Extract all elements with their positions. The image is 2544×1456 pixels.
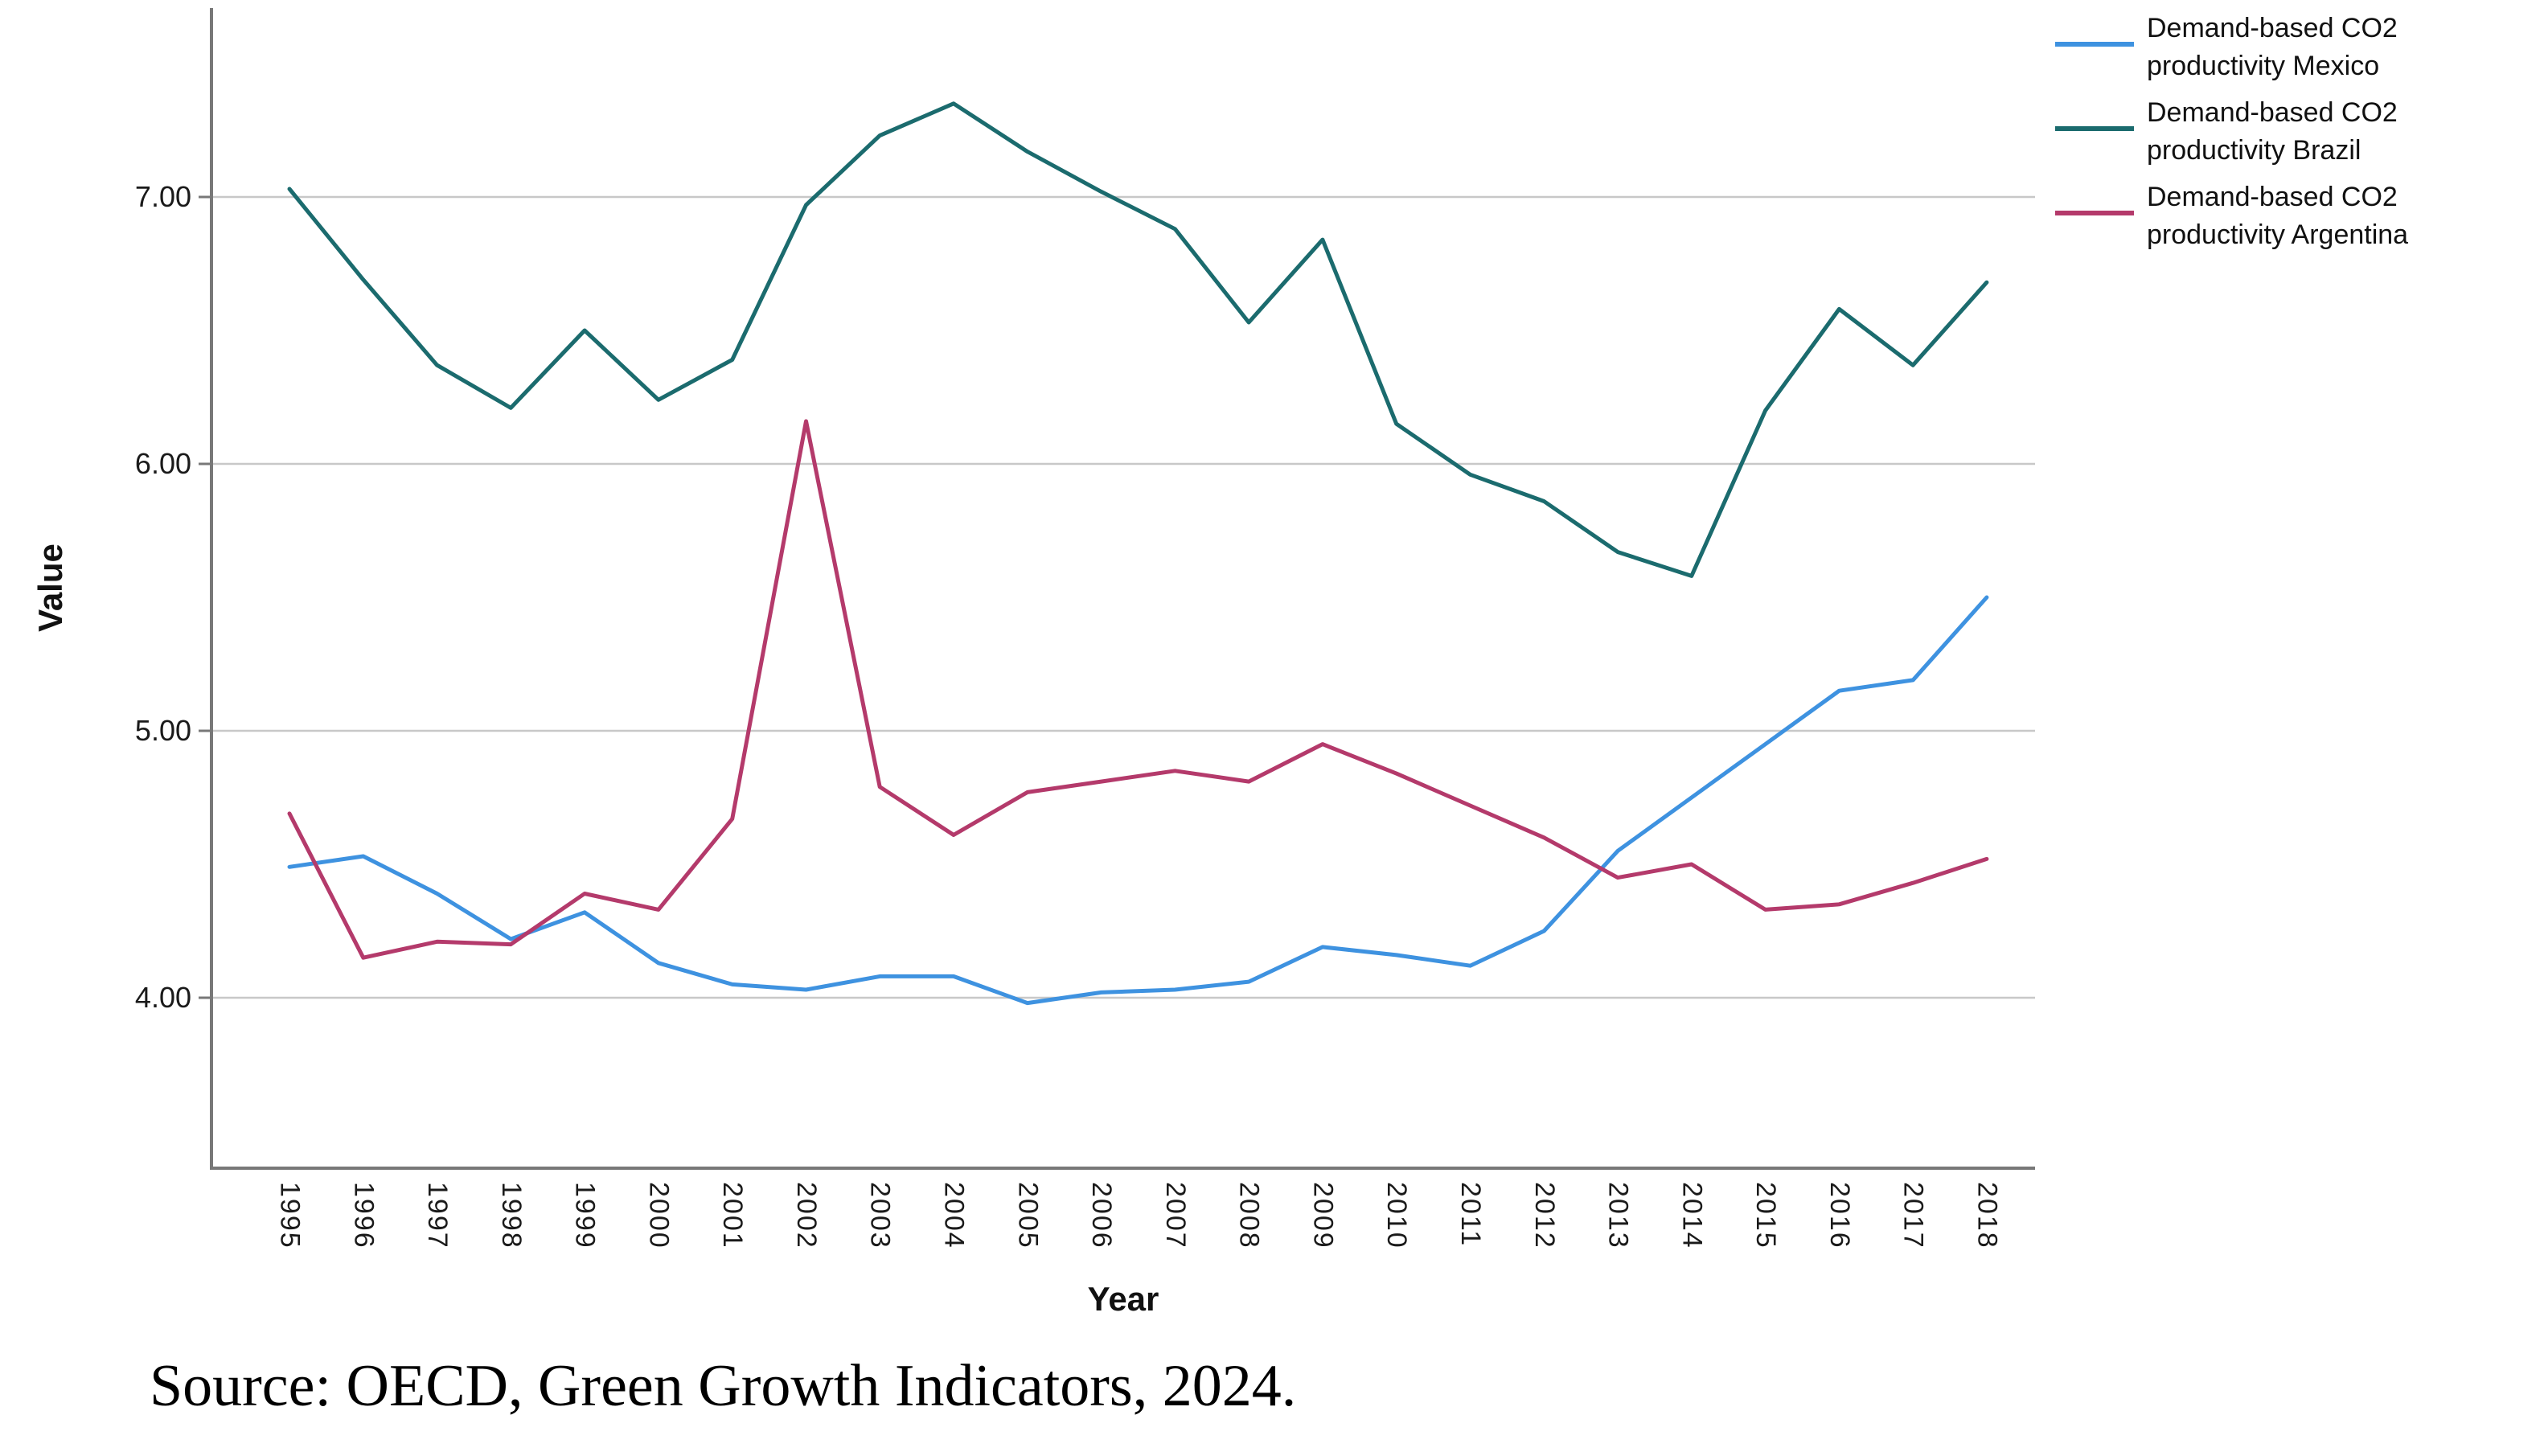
x-tick-label: 2012 xyxy=(1528,1182,1560,1249)
x-axis-title: Year xyxy=(1087,1280,1159,1318)
x-tick-label: 2013 xyxy=(1602,1182,1634,1249)
y-tick-label: 4.00 xyxy=(134,981,191,1014)
y-tick-label: 6.00 xyxy=(134,447,191,480)
x-tick-label: 2001 xyxy=(717,1182,749,1249)
x-tick-label: 2004 xyxy=(938,1182,970,1249)
legend-label: Demand-based CO2 productivity Mexico xyxy=(2147,13,2398,81)
x-tick-label: 1996 xyxy=(348,1182,380,1249)
x-tick-label: 2005 xyxy=(1012,1182,1044,1249)
x-tick-label: 2014 xyxy=(1676,1182,1708,1249)
x-tick-label: 2010 xyxy=(1381,1182,1413,1249)
legend-label: Demand-based CO2 productivity Brazil xyxy=(2147,97,2398,166)
x-tick-label: 2007 xyxy=(1159,1182,1191,1249)
x-tick-label: 1999 xyxy=(569,1182,601,1249)
x-tick-label: 2002 xyxy=(790,1182,822,1249)
legend-line-swatch xyxy=(2055,126,2134,131)
x-tick-label: 2016 xyxy=(1824,1182,1855,1249)
x-tick-label: 1997 xyxy=(422,1182,453,1249)
y-tick-label: 5.00 xyxy=(134,714,191,747)
legend-item: Demand-based CO2 productivity Argentina xyxy=(2055,178,2468,254)
y-axis-title: Value xyxy=(31,543,69,632)
x-tick-label: 2015 xyxy=(1750,1182,1782,1249)
x-tick-label: 2006 xyxy=(1086,1182,1118,1249)
x-tick-label: 2018 xyxy=(1972,1182,2003,1249)
legend-label: Demand-based CO2 productivity Argentina xyxy=(2147,182,2409,250)
legend-line-swatch xyxy=(2055,42,2134,47)
x-tick-label: 2008 xyxy=(1233,1182,1265,1249)
x-tick-label: 2011 xyxy=(1455,1182,1486,1248)
y-tick-label: 7.00 xyxy=(134,180,191,213)
x-tick-label: 2003 xyxy=(864,1182,896,1249)
series-line-mexico xyxy=(287,595,1989,1006)
x-tick-label: 2017 xyxy=(1898,1182,1929,1249)
x-tick-label: 2009 xyxy=(1307,1182,1339,1249)
series-line-brazil xyxy=(287,101,1989,578)
legend-line-swatch xyxy=(2055,211,2134,215)
legend-item: Demand-based CO2 productivity Mexico xyxy=(2055,10,2468,85)
x-tick-label: 1998 xyxy=(495,1182,527,1249)
chart-legend: Demand-based CO2 productivity Mexico Dema… xyxy=(2055,10,2468,254)
source-note: Source: OECD, Green Growth Indicators, 2… xyxy=(150,1353,1297,1419)
x-tick-label: 2000 xyxy=(643,1182,675,1249)
x-tick-label: 1995 xyxy=(274,1182,306,1249)
legend-item: Demand-based CO2 productivity Brazil xyxy=(2055,94,2468,170)
series-line-argentina xyxy=(287,419,1989,960)
